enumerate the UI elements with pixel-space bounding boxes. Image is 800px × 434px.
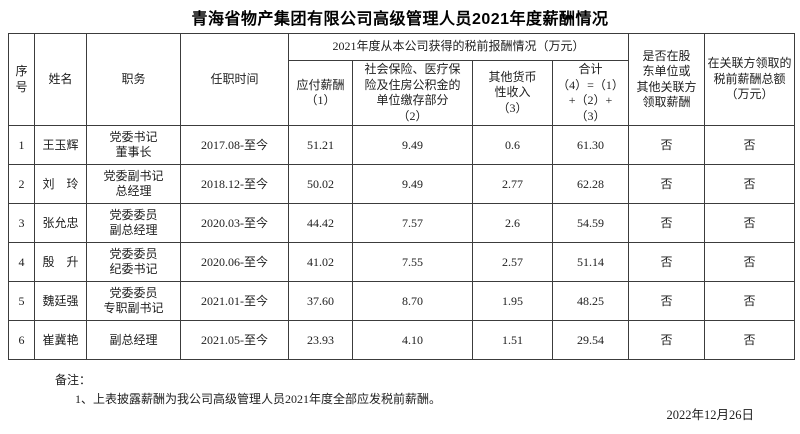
cell-other-income: 2.77 [472,164,553,205]
col-header-name: 姓名 [34,32,87,127]
cell-tenure: 2018.12-至今 [180,164,289,205]
table-row: 5 魏廷强 党委委员 专职副书记 2021.01-至今 37.60 8.70 1… [8,281,796,322]
cell-total: 61.30 [551,125,630,166]
table-row: 1 王玉辉 党委书记 董事长 2017.08-至今 51.21 9.49 0.6… [8,125,796,166]
col-header-total: 合计 （4）=（1） +（2）+ （3） [551,59,630,127]
table-row: 3 张允忠 党委委员 副总经理 2020.03-至今 44.42 7.57 2.… [8,203,796,244]
cell-total: 51.14 [551,242,630,283]
cell-seq: 1 [8,125,35,166]
cell-insurance: 8.70 [352,281,473,322]
salary-table: 序 号 姓名 职务 任职时间 2021年度从本公司获得的税前报酬情况（万元） 是… [8,32,796,361]
cell-tenure: 2020.03-至今 [180,203,289,244]
cell-related: 否 [704,320,796,361]
cell-other-income: 1.51 [472,320,553,361]
cell-total: 29.54 [551,320,630,361]
col-header-insurance: 社会保险、医疗保 险及住房公积金的 单位缴存部分 （2） [352,59,473,127]
cell-tenure: 2017.08-至今 [180,125,289,166]
cell-position: 副总经理 [86,320,181,361]
document-date: 2022年12月26日 [666,408,754,422]
col-header-payable: 应付薪酬 （1） [288,59,353,127]
cell-payable: 51.21 [288,125,353,166]
cell-name: 崔冀艳 [34,320,87,361]
cell-other-income: 1.95 [472,281,553,322]
cell-position: 党委委员 纪委书记 [86,242,181,283]
cell-tenure: 2020.06-至今 [180,242,289,283]
notes-label: 备注： [55,373,92,388]
cell-position: 党委书记 董事长 [86,125,181,166]
cell-seq: 5 [8,281,35,322]
cell-tenure: 2021.05-至今 [180,320,289,361]
cell-name: 殷 升 [34,242,87,283]
cell-related: 否 [704,203,796,244]
cell-related: 否 [704,164,796,205]
cell-other-income: 2.6 [472,203,553,244]
cell-shareholder: 否 [628,242,706,283]
cell-seq: 4 [8,242,35,283]
col-header-seq: 序 号 [8,32,35,127]
cell-insurance: 9.49 [352,125,473,166]
table-row: 6 崔冀艳 副总经理 2021.05-至今 23.93 4.10 1.51 29… [8,320,796,361]
table-row: 4 殷 升 党委委员 纪委书记 2020.06-至今 41.02 7.55 2.… [8,242,796,283]
page-title: 青海省物产集团有限公司高级管理人员2021年度薪酬情况 [191,11,609,28]
cell-shareholder: 否 [628,203,706,244]
col-header-position: 职务 [86,32,181,127]
cell-insurance: 7.55 [352,242,473,283]
cell-payable: 50.02 [288,164,353,205]
col-header-group-pretax: 2021年度从本公司获得的税前报酬情况（万元） [287,33,630,61]
cell-name: 刘 玲 [34,164,87,205]
table-row: 2 刘 玲 党委副书记 总经理 2018.12-至今 50.02 9.49 2.… [8,164,796,205]
table-header: 序 号 姓名 职务 任职时间 2021年度从本公司获得的税前报酬情况（万元） 是… [8,32,796,127]
notes-section: 备注： 1、上表披露薪酬为我公司高级管理人员2021年度全部应发税前薪酬。 [55,372,800,408]
cell-seq: 2 [8,164,35,205]
cell-shareholder: 否 [628,125,706,166]
cell-total: 54.59 [551,203,630,244]
col-header-related-total: 在关联方领取的 税前薪酬总额 （万元） [704,32,796,127]
cell-related: 否 [704,281,796,322]
cell-total: 48.25 [551,281,630,322]
cell-name: 王玉辉 [34,125,87,166]
col-header-other-income: 其他货币 性收入 （3） [472,59,553,127]
cell-shareholder: 否 [628,281,706,322]
cell-name: 张允忠 [34,203,87,244]
cell-payable: 23.93 [288,320,353,361]
cell-insurance: 4.10 [352,320,473,361]
table-body: 1 王玉辉 党委书记 董事长 2017.08-至今 51.21 9.49 0.6… [8,125,796,361]
cell-shareholder: 否 [628,164,706,205]
cell-position: 党委委员 专职副书记 [86,281,181,322]
cell-seq: 6 [8,320,35,361]
cell-name: 魏廷强 [34,281,87,322]
cell-position: 党委委员 副总经理 [86,203,181,244]
cell-payable: 41.02 [288,242,353,283]
col-header-shareholder: 是否在股 东单位或 其他关联方 领取薪酬 [628,32,706,127]
cell-total: 62.28 [551,164,630,205]
cell-seq: 3 [8,203,35,244]
cell-position: 党委副书记 总经理 [86,164,181,205]
col-header-tenure: 任职时间 [180,32,289,127]
cell-payable: 37.60 [288,281,353,322]
cell-insurance: 7.57 [352,203,473,244]
note-item: 1、上表披露薪酬为我公司高级管理人员2021年度全部应发税前薪酬。 [75,392,442,407]
cell-payable: 44.42 [288,203,353,244]
cell-related: 否 [704,242,796,283]
cell-other-income: 0.6 [472,125,553,166]
cell-related: 否 [704,125,796,166]
cell-insurance: 9.49 [352,164,473,205]
cell-tenure: 2021.01-至今 [180,281,289,322]
cell-shareholder: 否 [628,320,706,361]
cell-other-income: 2.57 [472,242,553,283]
